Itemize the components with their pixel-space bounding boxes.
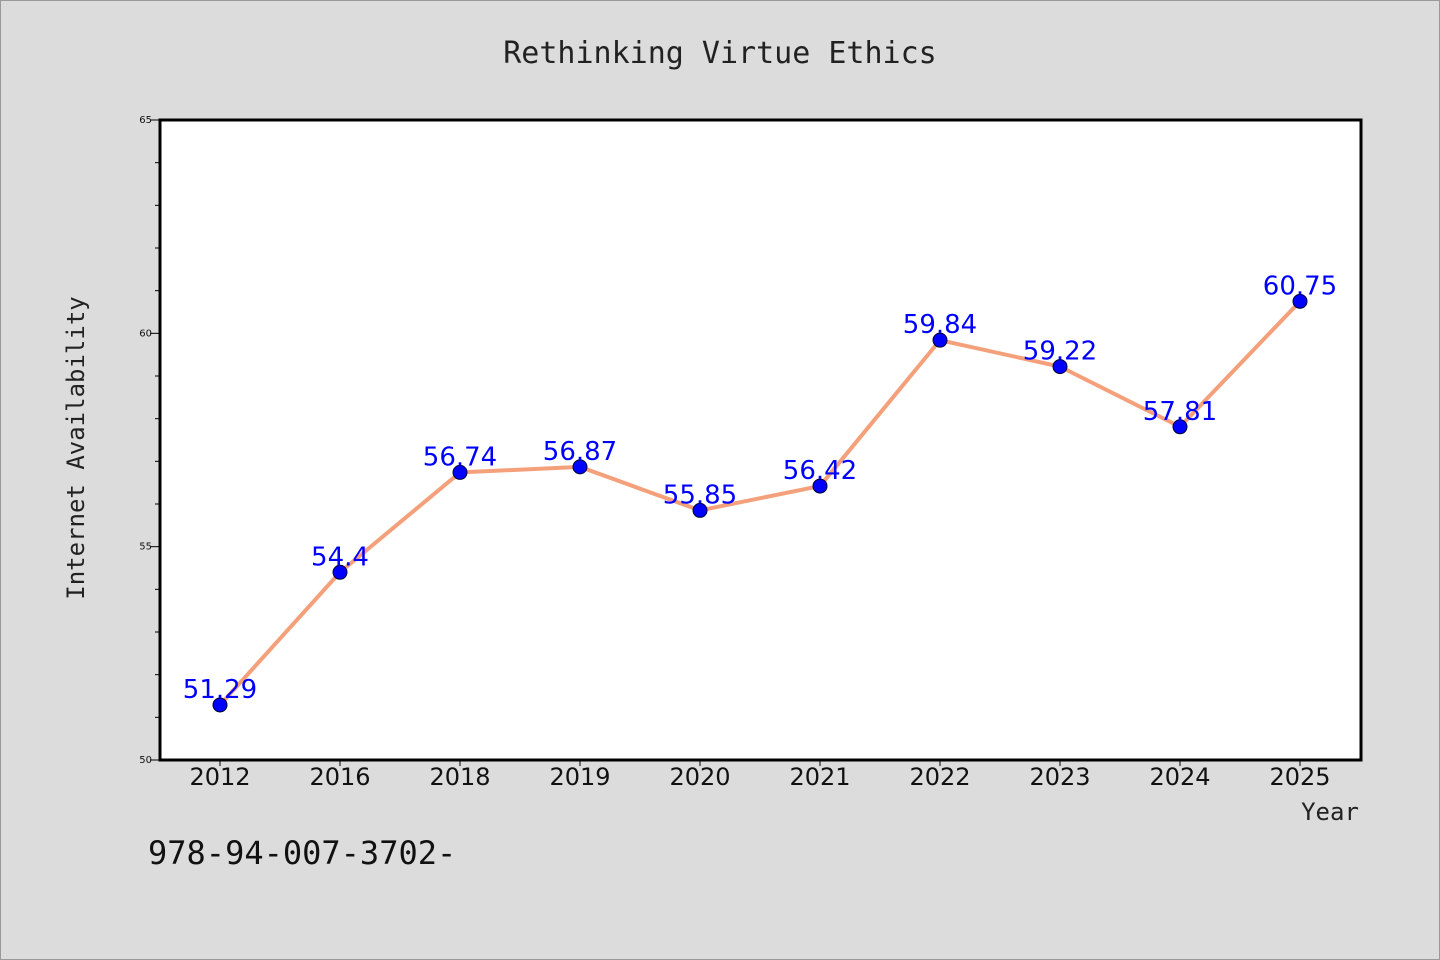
chart-title: Rethinking Virtue Ethics: [503, 36, 936, 71]
x-tick-label: 2020: [669, 763, 730, 791]
x-axis: 2012 2016 2018 2019 2020 2021 2022 2023 2024 2025: [189, 760, 1331, 791]
data-label: 56.42: [783, 456, 857, 486]
x-tick-label: 2019: [549, 763, 610, 791]
data-label: 56.87: [543, 437, 617, 467]
data-label: 56.74: [423, 442, 497, 472]
x-axis-label: Year: [1301, 798, 1359, 826]
data-label: 55.85: [663, 480, 737, 510]
series-lines: [218, 299, 1302, 707]
series-line-segment: [1178, 299, 1302, 429]
data-labels: 51.29 54.4 56.74 56.87 55.85 56.42 59.84 59.22 5…: [183, 271, 1337, 705]
data-point: [1292, 293, 1308, 309]
x-tick-label: 2021: [789, 763, 850, 791]
data-label: 59.22: [1023, 337, 1097, 367]
series-line-segment: [698, 484, 822, 513]
series-line-segment: [458, 464, 582, 475]
series-line-segment: [578, 464, 702, 513]
data-point: [332, 564, 348, 580]
series-line-segment: [938, 338, 1062, 369]
series-markers: [212, 293, 1308, 713]
x-tick-label: 2012: [189, 763, 250, 791]
y-axis: 50 55 60 65: [139, 115, 160, 766]
series-line-segment: [818, 338, 942, 489]
data-point: [572, 459, 588, 475]
y-tick-label: 50: [139, 755, 152, 766]
y-axis-label: Internet Availability: [62, 296, 90, 599]
y-tick-label: 65: [139, 115, 152, 126]
data-point: [212, 697, 228, 713]
data-label: 54.4: [311, 542, 369, 572]
y-tick-label: 60: [139, 328, 152, 339]
data-point: [452, 464, 468, 480]
data-point: [932, 332, 948, 348]
data-point: [812, 478, 828, 494]
data-point: [1172, 419, 1188, 435]
series-line-segment: [218, 570, 342, 707]
data-label: 60.75: [1263, 271, 1337, 301]
data-label: 57.81: [1143, 397, 1217, 427]
footnote-text: 978-94-007-3702-: [148, 834, 456, 872]
x-tick-label: 2023: [1029, 763, 1090, 791]
x-tick-label: 2016: [309, 763, 370, 791]
y-tick-label: 55: [139, 542, 152, 553]
data-point: [1052, 359, 1068, 375]
series-line-segment: [338, 470, 462, 575]
x-tick-label: 2018: [429, 763, 490, 791]
plot-area: [158, 118, 1363, 762]
series-line-segment: [1058, 364, 1182, 429]
data-point: [692, 502, 708, 518]
x-tick-label: 2025: [1269, 763, 1330, 791]
x-tick-label: 2022: [909, 763, 970, 791]
data-label: 51.29: [183, 675, 257, 705]
x-tick-label: 2024: [1149, 763, 1210, 791]
data-label: 59.84: [903, 310, 977, 340]
